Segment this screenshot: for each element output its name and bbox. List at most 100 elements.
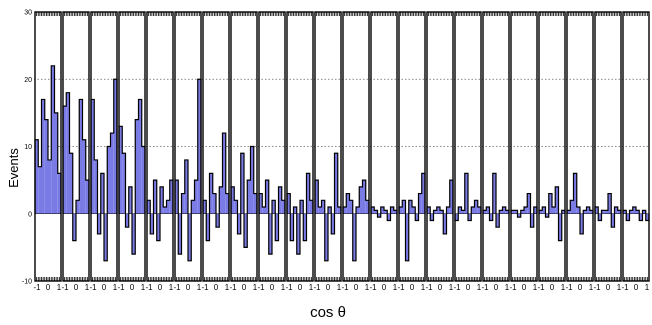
bar [150,213,154,234]
bar [72,213,76,241]
bar [359,186,363,214]
series-line [314,152,342,262]
bar [219,186,223,214]
bar [91,99,95,214]
panel: -1 0 1 [61,11,90,292]
bar [141,146,145,214]
x-tick-label: -1 [201,283,209,292]
x-tick-label: 1 [85,283,90,292]
bar [433,210,437,214]
panel: -1 0 1 [285,11,314,292]
bar [496,213,500,228]
bar [69,153,73,214]
x-tick-label: -1 [425,283,433,292]
bar [76,200,80,214]
bar [197,79,201,214]
series-line [538,186,566,242]
x-tick-label: 0 [578,283,583,292]
x-tick-label: 0 [102,283,107,292]
bar [156,213,160,241]
bar [293,207,297,214]
bar [542,207,546,214]
bar [374,210,378,214]
x-tick-label: -1 [33,283,41,292]
bar [639,213,643,221]
bar [209,173,213,214]
series-line [594,192,622,228]
x-tick-label: 0 [354,283,359,292]
bar [558,213,562,241]
bar [458,207,462,214]
bar [225,193,229,214]
bar [589,210,593,214]
x-tick-label: 1 [645,283,650,292]
bar [122,153,126,214]
bar [203,200,207,214]
bar [601,210,605,214]
bar [119,126,123,214]
bar [598,213,602,221]
bar [113,79,117,214]
x-tick-label: 0 [606,283,611,292]
x-tick-label: 1 [113,283,118,292]
bar [247,180,251,214]
bar [642,210,646,214]
bar [290,213,294,241]
x-tick-label: 1 [337,283,342,292]
x-tick-label: -1 [341,283,349,292]
bar [346,193,350,214]
y-tick-label: 0 [28,211,32,218]
bar [608,193,612,214]
panel: -1 0 1 [621,11,650,292]
bar [418,193,422,214]
bar [390,207,394,214]
bar [436,207,440,214]
bar [384,210,388,214]
x-tick-label: 1 [505,283,510,292]
x-tick-label: 1 [169,283,174,292]
x-tick-label: -1 [89,283,97,292]
bar [545,213,549,218]
panel: -1 0 1 [89,11,118,292]
x-tick-label: 1 [477,283,482,292]
bar [275,213,279,241]
bar [41,99,45,214]
bar [110,133,114,214]
series-line [398,172,426,262]
bar [166,200,170,214]
bar [412,207,416,214]
bar [328,207,332,214]
series-line [566,172,594,235]
series-line [118,98,146,255]
y-tick-label: 20 [24,77,32,84]
bar [191,200,195,214]
series-line [370,206,398,222]
panel: -1 0 1 [145,11,174,292]
bar [175,180,179,214]
x-tick-label: 0 [494,283,499,292]
y-tick-label: 30 [24,10,32,17]
bar [555,186,559,214]
bar [489,213,493,221]
bar [222,133,226,214]
bar [250,146,254,214]
bar [66,92,70,214]
bar [483,210,487,214]
bar [533,207,537,214]
bar [645,213,649,221]
bar [421,173,425,214]
bar [163,207,167,214]
y-axis: -10 0 10 20 30 [22,10,32,286]
bar [194,180,198,214]
bar [132,213,136,255]
bar [38,166,42,214]
y-tick-label: 10 [24,144,32,151]
panel: -1 0 1 [481,11,510,292]
series-line [230,145,258,248]
bar [586,207,590,214]
bar [63,106,67,214]
x-tick-label: 0 [186,283,191,292]
x-tick-label: 1 [533,283,538,292]
bar [408,200,412,214]
